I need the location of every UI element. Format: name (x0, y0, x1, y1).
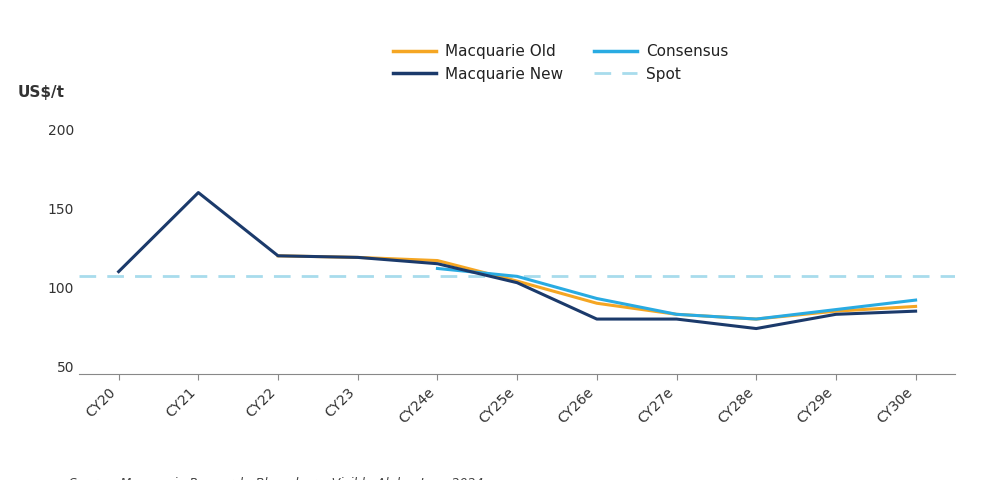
Text: Source: Macquarie Research, Bloomberg, Visible Alpha, June 2024: Source: Macquarie Research, Bloomberg, V… (69, 477, 484, 480)
Legend: Macquarie Old, Macquarie New, Consensus, Spot: Macquarie Old, Macquarie New, Consensus,… (387, 38, 735, 88)
Text: US$/t: US$/t (18, 85, 64, 100)
